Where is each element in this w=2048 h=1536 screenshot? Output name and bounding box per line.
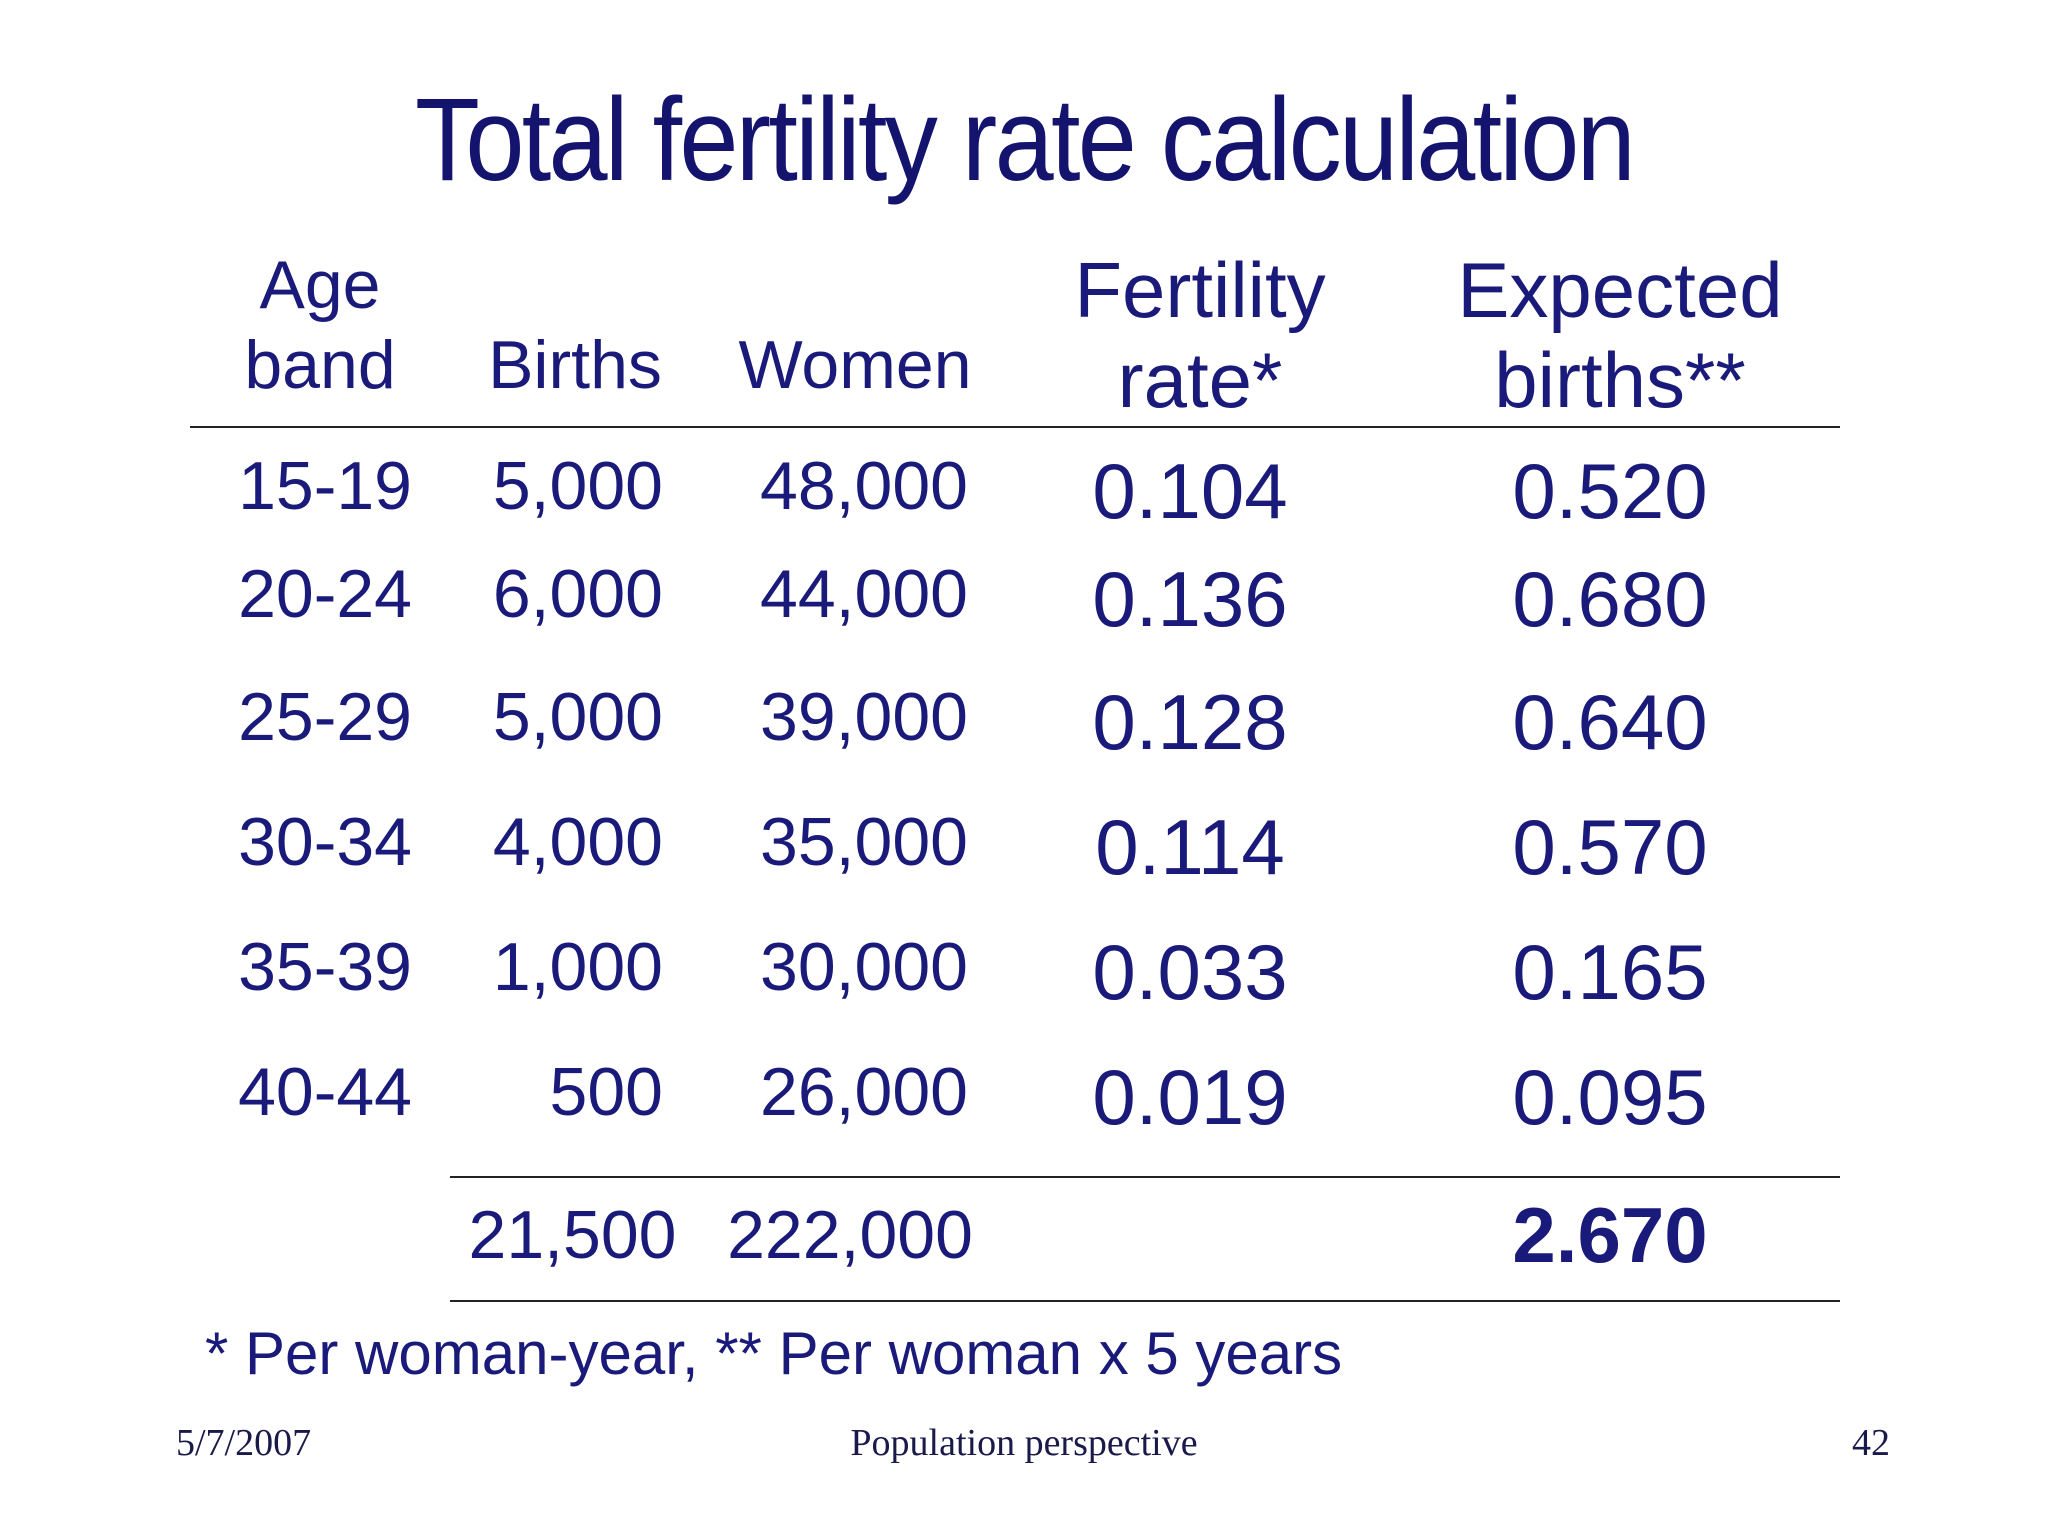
header-rule [190, 426, 1840, 428]
header-age-band-line1: Age [259, 247, 381, 323]
table-cell-age: 40-44 [238, 1054, 412, 1130]
table-cell-women: 30,000 [760, 929, 968, 1005]
header-births: Births [488, 327, 662, 403]
footer-date: 5/7/2007 [176, 1422, 312, 1464]
table-cell-births: 6,000 [492, 556, 663, 632]
table-cell-fertility-rate: 0.128 [1092, 678, 1288, 766]
total-fertility-rate: 2.670 [1512, 1191, 1708, 1279]
table-cell-fertility-rate: 0.033 [1092, 928, 1288, 1016]
table-cell-expected-births: 0.520 [1512, 447, 1708, 535]
table-cell-expected-births: 0.680 [1512, 555, 1708, 643]
table-cell-age: 20-24 [238, 556, 412, 632]
slide-number: 42 [1852, 1422, 1890, 1464]
header-fertility-line2: rate* [1117, 336, 1283, 424]
header-age-band-line2: band [244, 327, 396, 403]
header-fertility-line1: Fertility [1074, 246, 1326, 334]
total-women: 222,000 [727, 1197, 973, 1273]
totals-bottom-rule [450, 1300, 1840, 1302]
table-cell-expected-births: 0.095 [1512, 1053, 1708, 1141]
table-cell-births: 5,000 [492, 448, 663, 524]
table-cell-women: 44,000 [760, 556, 968, 632]
table-cell-women: 35,000 [760, 804, 968, 880]
total-births: 21,500 [468, 1197, 677, 1273]
table-cell-fertility-rate: 0.019 [1092, 1053, 1288, 1141]
table-cell-births: 4,000 [492, 804, 663, 880]
table-cell-age: 35-39 [238, 929, 412, 1005]
footnote: * Per woman-year, ** Per woman x 5 years [205, 1320, 1343, 1387]
totals-top-rule [450, 1176, 1840, 1178]
footer-title: Population perspective [850, 1422, 1198, 1464]
table-cell-expected-births: 0.165 [1512, 928, 1708, 1016]
table-cell-expected-births: 0.640 [1512, 678, 1708, 766]
table-cell-age: 30-34 [238, 804, 412, 880]
header-expected-line1: Expected [1457, 246, 1783, 334]
header-women: Women [738, 327, 972, 403]
table-cell-fertility-rate: 0.136 [1092, 555, 1288, 643]
table-cell-age: 25-29 [238, 679, 412, 755]
table-cell-births: 1,000 [492, 929, 663, 1005]
table-cell-births: 5,000 [492, 679, 663, 755]
header-expected-line2: births** [1494, 336, 1746, 424]
slide-title: Total fertility rate calculation [414, 74, 1636, 206]
table-cell-women: 48,000 [760, 448, 968, 524]
table-cell-births: 500 [549, 1054, 663, 1130]
table-cell-fertility-rate: 0.104 [1092, 447, 1288, 535]
table-cell-age: 15-19 [238, 448, 412, 524]
table-cell-women: 39,000 [760, 679, 968, 755]
table-cell-fertility-rate: 0.114 [1095, 803, 1285, 891]
table-cell-women: 26,000 [760, 1054, 968, 1130]
table-cell-expected-births: 0.570 [1512, 803, 1708, 891]
